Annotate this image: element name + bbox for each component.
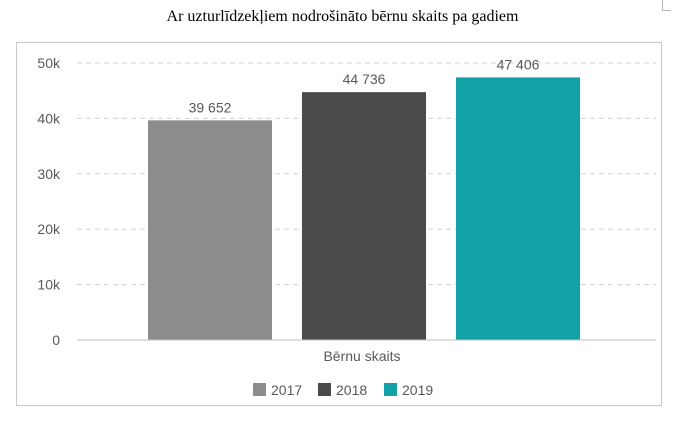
legend-label-2018: 2018: [336, 382, 367, 398]
legend-swatch-2018: [318, 383, 331, 396]
bar-2017: [148, 120, 272, 341]
data-label-2017: 39 652: [189, 99, 232, 115]
data-label-2019: 47 406: [497, 56, 540, 72]
page-corner-mark: [662, 0, 671, 11]
x-category-label: Bērnu skaits: [323, 348, 400, 364]
y-tick-label: 0: [52, 332, 60, 348]
y-tick-label: 30k: [37, 166, 61, 182]
y-tick-label: 40k: [37, 110, 61, 126]
bar-2019: [456, 77, 580, 340]
legend-label-2019: 2019: [402, 382, 433, 398]
page-title: Ar uzturlīdzekļiem nodrošināto bērnu ska…: [166, 8, 519, 25]
y-tick-label: 10k: [37, 277, 61, 293]
bar-2018: [302, 92, 426, 340]
y-tick-label: 50k: [37, 55, 61, 71]
y-tick-label: 20k: [37, 221, 61, 237]
legend-swatch-2019: [384, 383, 397, 396]
data-label-2018: 44 736: [343, 71, 386, 87]
chart-frame: [16, 42, 662, 406]
legend-label-2017: 2017: [271, 382, 302, 398]
legend-swatch-2017: [253, 383, 266, 396]
